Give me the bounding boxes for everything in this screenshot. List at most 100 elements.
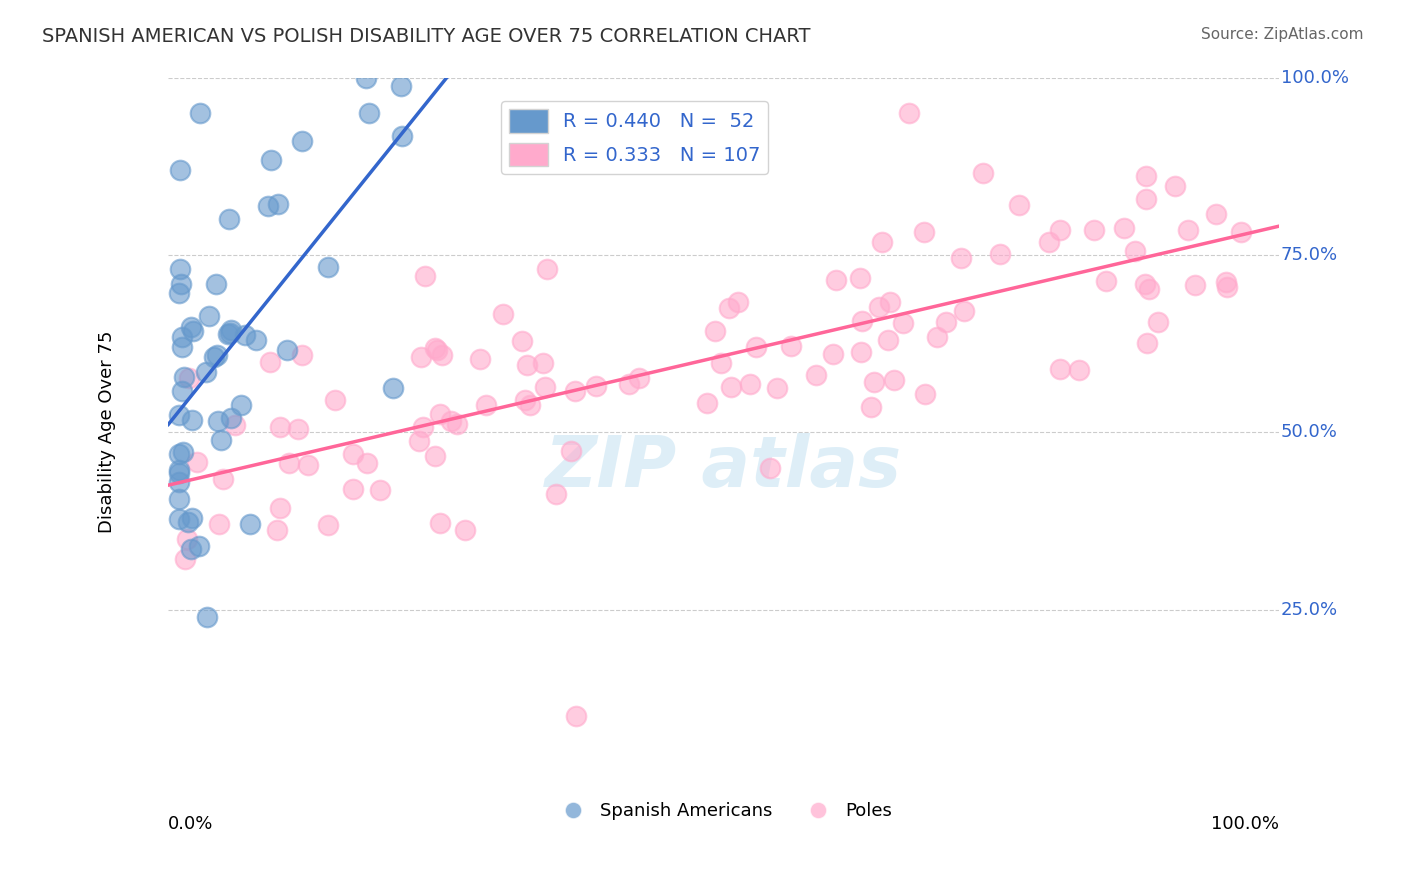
Point xyxy=(209,433,232,447)
Point xyxy=(1008,198,1031,212)
Point xyxy=(1083,223,1105,237)
Point xyxy=(194,365,217,379)
Point xyxy=(1133,277,1156,292)
Point xyxy=(356,457,378,471)
Point xyxy=(429,407,451,421)
Point xyxy=(891,316,914,330)
Point xyxy=(205,277,228,291)
Point xyxy=(759,460,782,475)
Legend: Spanish Americans, Poles: Spanish Americans, Poles xyxy=(548,795,898,828)
Point xyxy=(170,277,193,292)
Point xyxy=(356,70,378,85)
Point xyxy=(266,523,288,537)
Point xyxy=(287,422,309,436)
Point xyxy=(510,334,533,349)
Point xyxy=(531,356,554,370)
Point xyxy=(876,333,898,347)
Point xyxy=(536,261,558,276)
Text: Source: ZipAtlas.com: Source: ZipAtlas.com xyxy=(1201,27,1364,42)
Point xyxy=(696,396,718,410)
Point xyxy=(391,128,413,143)
Text: SPANISH AMERICAN VS POLISH DISABILITY AGE OVER 75 CORRELATION CHART: SPANISH AMERICAN VS POLISH DISABILITY AG… xyxy=(42,27,811,45)
Point xyxy=(564,384,586,398)
Point xyxy=(1230,225,1253,239)
Point xyxy=(269,500,291,515)
Point xyxy=(221,411,243,425)
Point xyxy=(898,106,921,120)
Point xyxy=(169,262,191,277)
Point xyxy=(381,381,404,395)
Point xyxy=(859,400,882,414)
Point xyxy=(208,516,231,531)
Point xyxy=(727,295,749,310)
Point xyxy=(170,340,193,354)
Point xyxy=(430,348,453,362)
Point xyxy=(180,541,202,556)
Point xyxy=(205,348,228,362)
Point xyxy=(188,106,211,120)
Point xyxy=(357,106,380,120)
Point xyxy=(170,329,193,343)
Point xyxy=(218,326,240,341)
Point xyxy=(389,78,412,93)
Point xyxy=(935,315,957,329)
Point xyxy=(821,347,844,361)
Point xyxy=(1135,169,1157,183)
Text: 100.0%: 100.0% xyxy=(1281,69,1348,87)
Point xyxy=(181,324,204,338)
Point xyxy=(1049,362,1071,376)
Point xyxy=(738,377,761,392)
Point xyxy=(202,350,225,364)
Point xyxy=(181,413,204,427)
Point xyxy=(564,709,586,723)
Point xyxy=(804,368,827,382)
Point xyxy=(617,376,640,391)
Point xyxy=(912,225,935,239)
Point xyxy=(1049,223,1071,237)
Point xyxy=(173,370,195,384)
Point xyxy=(325,393,347,408)
Point xyxy=(186,455,208,469)
Text: Disability Age Over 75: Disability Age Over 75 xyxy=(98,331,117,533)
Point xyxy=(1137,282,1160,296)
Point xyxy=(169,467,191,481)
Point xyxy=(745,341,768,355)
Point xyxy=(1215,275,1237,289)
Point xyxy=(412,420,434,434)
Point xyxy=(766,381,789,395)
Text: 100.0%: 100.0% xyxy=(1211,815,1278,833)
Point xyxy=(425,341,447,355)
Point xyxy=(585,379,607,393)
Point xyxy=(519,398,541,412)
Point xyxy=(207,414,229,428)
Point xyxy=(423,449,446,463)
Point xyxy=(316,260,339,275)
Point xyxy=(883,373,905,387)
Text: 50.0%: 50.0% xyxy=(1281,423,1337,442)
Point xyxy=(176,533,198,547)
Point xyxy=(710,355,733,369)
Point xyxy=(217,326,239,341)
Text: ZIP atlas: ZIP atlas xyxy=(546,434,903,502)
Point xyxy=(276,343,298,357)
Point xyxy=(1114,221,1136,235)
Point xyxy=(245,333,267,347)
Point xyxy=(218,212,240,227)
Point xyxy=(277,456,299,470)
Point xyxy=(718,301,741,315)
Point xyxy=(239,517,262,532)
Point xyxy=(703,324,725,338)
Point xyxy=(181,511,204,525)
Point xyxy=(291,134,314,148)
Point xyxy=(233,328,256,343)
Point xyxy=(446,417,468,431)
Point xyxy=(169,475,191,489)
Point xyxy=(429,516,451,530)
Point xyxy=(408,434,430,448)
Point xyxy=(342,447,364,461)
Point xyxy=(454,524,477,538)
Point xyxy=(720,380,742,394)
Point xyxy=(1146,315,1168,329)
Point xyxy=(259,354,281,368)
Point xyxy=(1177,223,1199,237)
